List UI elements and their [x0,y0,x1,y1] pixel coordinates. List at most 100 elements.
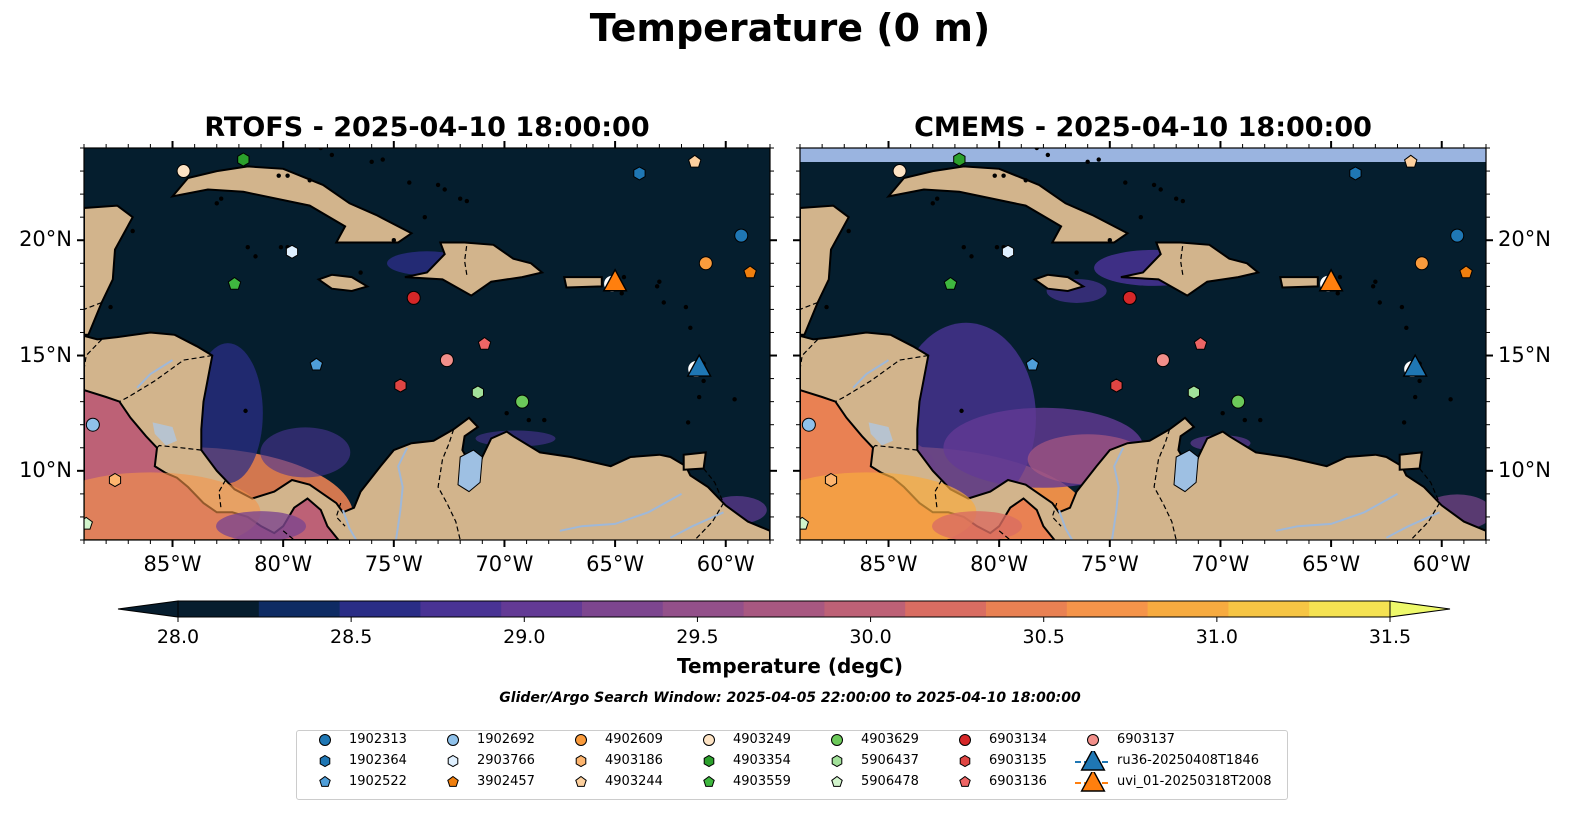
float-1902692 [801,417,816,432]
lon-tick-label: 70°W [1191,552,1250,576]
small-island [1404,325,1409,331]
float-1902364 [633,166,646,181]
small-island [1258,417,1263,423]
legend-label: 4903629 [861,732,919,747]
colorbar-segment [1066,601,1149,617]
colorbar-tick-label: 28.5 [329,626,373,648]
float-5906478 [84,516,93,530]
country-border [282,530,295,540]
small-island [243,408,248,414]
land-yucatan [84,204,134,336]
river [669,511,724,539]
float-5906478 [800,516,809,530]
small-island [1373,279,1378,284]
float-6903134 [1122,290,1137,305]
search-window-text: Glider/Argo Search Window: 2025-04-05 22… [499,690,1081,706]
float-4903354 [953,152,966,167]
small-island [457,196,463,201]
river [341,509,358,540]
lake-nicaragua [868,422,893,446]
colorbar-segment [420,601,502,617]
lake-maracaibo [457,449,483,493]
colorbar-segment [258,601,341,617]
legend-marker-icon [703,775,715,787]
legend-label: 1902313 [349,732,407,747]
legend-marker-icon [831,734,843,746]
legend-marker-icon [703,754,715,768]
small-island [1448,397,1453,402]
small-island [1123,180,1128,185]
land-cuba [169,165,414,244]
float-1902522 [1025,357,1040,371]
legend-label: 5906437 [861,753,919,768]
float-3902457 [743,265,757,279]
small-island [1074,270,1079,275]
float-1902522 [309,357,324,371]
pacific-gulf [932,511,1023,540]
colorbar-segment [824,601,906,617]
small-island [285,173,290,178]
no-data-band [800,148,1486,162]
small-island [994,244,1000,250]
pacific-warm [800,472,977,540]
colorbar-extend-low [117,600,179,618]
legend-marker-icon [1075,751,1111,771]
small-island [278,244,284,250]
small-island [1399,304,1405,310]
small-island [1242,417,1247,423]
small-island [1096,157,1101,162]
small-island [1417,378,1422,384]
float-6903134 [406,290,421,305]
land [800,148,1486,540]
float-6903137 [1155,353,1170,368]
country-border [119,354,213,403]
country-border [694,468,725,540]
colorbar-tick-label: 31.0 [1195,626,1238,648]
country-border [437,429,461,540]
country-border [463,244,468,275]
legend-label: 6903136 [989,774,1047,789]
colorbar-segment [1309,601,1391,617]
legend-marker-icon [447,734,459,746]
river [1057,509,1074,540]
legend-symbol [447,734,459,746]
lon-tick-label: 65°W [586,552,645,576]
small-island [130,228,135,234]
country-border [835,354,929,403]
lon-tick-label: 60°W [696,552,755,576]
small-island [685,420,691,425]
small-island [657,279,662,284]
float-4903354 [237,152,250,167]
float-4903244 [688,154,702,168]
legend-symbol [831,775,843,787]
glider-uvi_01-20250318T2008 [602,268,628,292]
glider-ru36-20250408T1846 [686,353,712,377]
legend-marker-icon [447,754,459,768]
float-5906437 [471,385,484,400]
legend-label: 1902522 [349,774,407,789]
float-2903766 [285,244,299,259]
small-island [1085,159,1090,165]
colorbar-segment [662,601,745,617]
river [559,493,682,532]
river [1385,511,1440,539]
lat-tick-label-right: 10°N [1498,457,1551,482]
map-panel-cmems [793,141,1493,547]
land-puertorico [562,276,603,289]
legend-label: uvi_01-20250318T2008 [1117,774,1272,789]
small-island [654,284,660,289]
land [84,148,770,540]
pacific-warm [84,472,261,540]
country-border [934,479,943,511]
lon-tick-label: 60°W [1412,552,1471,576]
legend-symbol [447,775,459,787]
colorbar-segment [905,601,987,617]
lake-nicaragua [152,422,177,446]
country-border [1153,429,1177,540]
colorbar-segment [178,601,260,617]
float-6903135 [394,378,407,393]
small-island [422,214,427,220]
legend-marker-icon [575,775,587,787]
float-4902609 [698,256,713,271]
